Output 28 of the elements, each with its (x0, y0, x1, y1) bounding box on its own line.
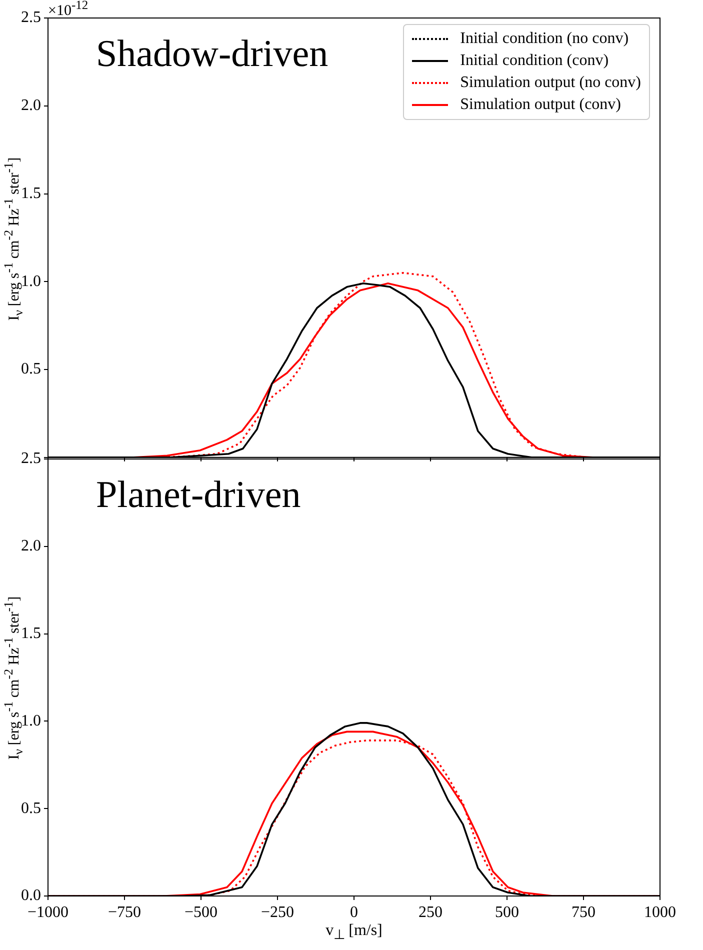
y-tick-label: 2.5 (21, 450, 41, 468)
y-tick-label: 1.0 (21, 712, 41, 730)
y-tick-label: 1.0 (21, 272, 41, 290)
x-tick-label: −1000 (27, 904, 69, 921)
y-tick-label: 1.5 (21, 625, 41, 642)
y-tick-label: 0.5 (21, 360, 41, 378)
x-axis-title: v$_{⊥}$ [m/s] (324, 922, 384, 944)
x-tick-label: −500 (184, 904, 218, 921)
chart-title: Planet-driven (96, 473, 301, 517)
x-tick-label: 0 (350, 904, 358, 921)
y-tick-label: 0.5 (21, 800, 41, 817)
y-tick-label: 2.0 (21, 97, 41, 114)
legend-label: Initial condition (no conv) (460, 29, 629, 49)
y-tick-label: 2.5 (21, 9, 41, 26)
x-tick-label: 500 (495, 904, 519, 921)
x-tick-label: −750 (108, 904, 142, 921)
legend-label: Simulation output (conv) (460, 95, 621, 115)
x-tick-label: −250 (260, 904, 294, 921)
x-tick-label: 750 (572, 904, 596, 921)
annotation: ×10$^{-12}$ (48, 0, 88, 20)
x-tick-label: 1000 (644, 904, 676, 921)
legend-label: Initial condition (conv) (460, 51, 609, 71)
chart-title: Shadow-driven (96, 32, 328, 76)
y-tick-label: 2.0 (21, 538, 41, 555)
legend-label: Simulation output (no conv) (460, 73, 641, 93)
x-tick-label: 250 (418, 904, 442, 921)
y-tick-label: 0.0 (21, 887, 41, 904)
y-tick-label: 1.5 (21, 184, 41, 202)
